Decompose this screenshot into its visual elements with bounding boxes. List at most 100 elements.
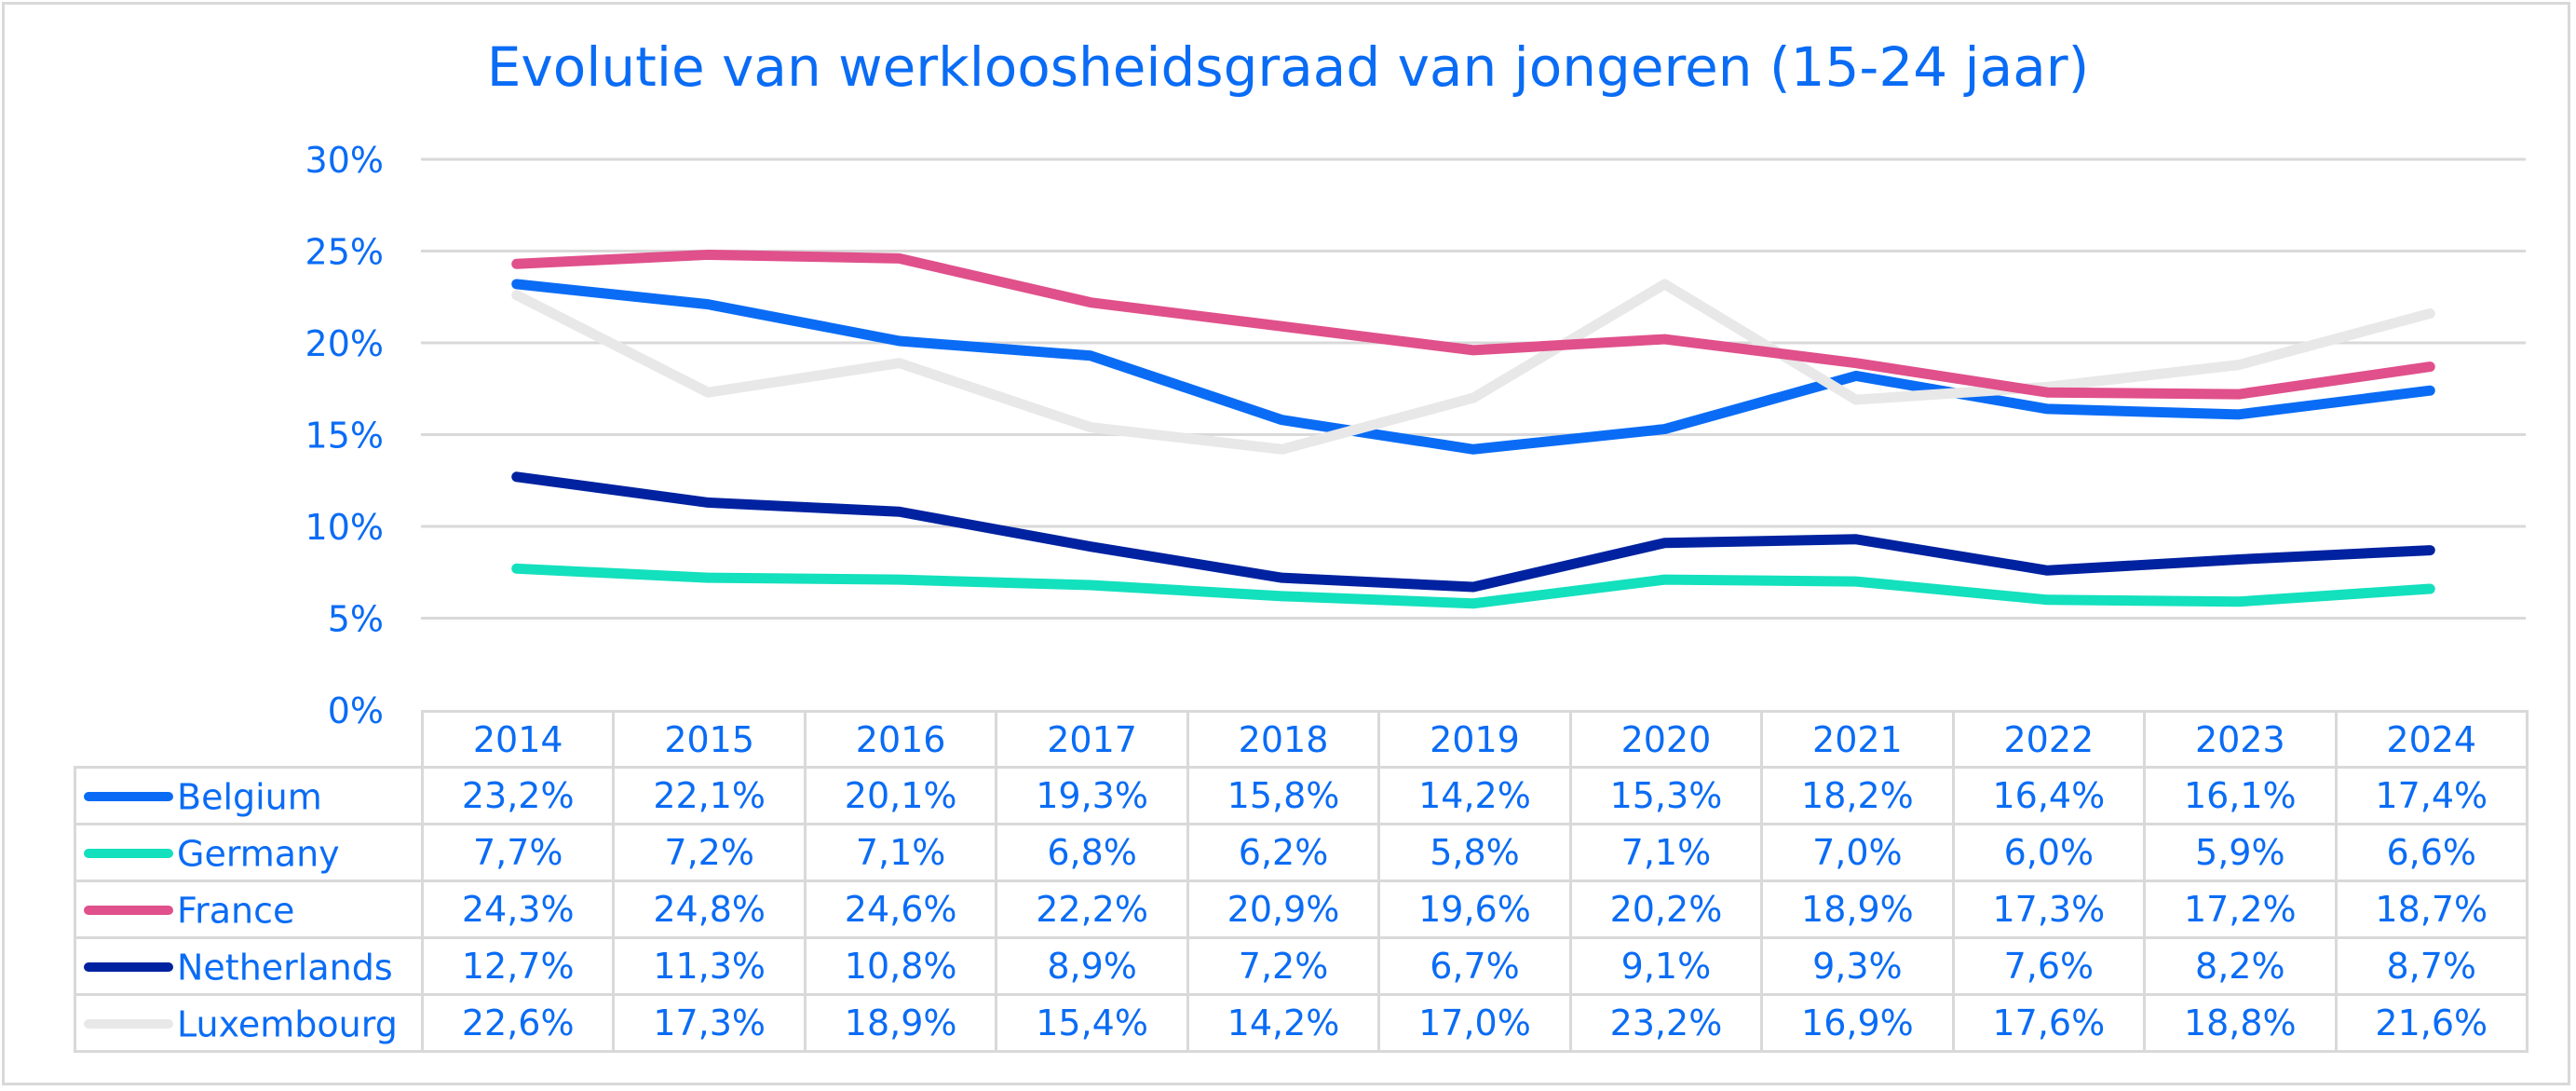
data-cell: 10,8%	[803, 936, 998, 996]
data-cell: 18,7%	[2334, 880, 2529, 939]
gridlines	[421, 157, 2526, 620]
legend-entry-netherlands: Netherlands	[74, 936, 424, 996]
data-cell: 8,7%	[2334, 936, 2529, 996]
data-cell: 24,8%	[612, 880, 807, 939]
legend-entry-luxembourg: Luxembourg	[74, 993, 424, 1053]
series-line-germany	[511, 563, 2435, 609]
legend-label: Luxembourg	[177, 1003, 398, 1045]
data-cell: 19,6%	[1377, 880, 1572, 939]
legend-label: France	[177, 890, 295, 932]
data-cell: 15,4%	[995, 993, 1189, 1053]
year-header: 2018	[1186, 710, 1381, 769]
data-cell: 17,4%	[2334, 766, 2529, 825]
data-cell: 24,3%	[420, 880, 616, 939]
data-cell: 18,8%	[2143, 993, 2338, 1053]
year-header: 2014	[420, 710, 616, 769]
data-cell: 21,6%	[2334, 993, 2529, 1053]
table-header-row: 2014 2015 2016 2017 2018 2019 2020 2021 2022 2023…	[75, 710, 2529, 769]
legend-label: Belgium	[177, 776, 322, 818]
legend-entry-france: France	[74, 880, 424, 939]
year-header: 2023	[2143, 710, 2338, 769]
data-cell: 7,1%	[1568, 823, 1764, 882]
data-table: 2014 2015 2016 2017 2018 2019 2020 2021 2022 2023…	[74, 710, 2529, 1053]
data-cell: 18,2%	[1760, 766, 1955, 825]
table-corner	[75, 711, 424, 769]
data-cell: 18,9%	[1760, 880, 1955, 939]
y-axis-ticks: 0%5%10%15%20%25%30%	[305, 140, 384, 731]
year-header: 2020	[1568, 710, 1764, 769]
y-tick-label: 30%	[305, 140, 384, 181]
data-cell: 7,6%	[1951, 936, 2147, 996]
data-cell: 9,1%	[1568, 936, 1764, 996]
data-cell: 16,9%	[1760, 993, 1955, 1053]
data-cell: 17,3%	[612, 993, 807, 1053]
data-cell: 23,2%	[420, 766, 616, 825]
y-tick-label: 5%	[328, 599, 384, 640]
data-cell: 16,4%	[1951, 766, 2147, 825]
y-tick-label: 10%	[305, 507, 384, 548]
data-cell: 17,6%	[1951, 993, 2147, 1053]
legend-entry-germany: Germany	[74, 823, 424, 882]
data-cell: 17,3%	[1951, 880, 2147, 939]
data-cell: 6,8%	[995, 823, 1189, 882]
data-cell: 20,9%	[1186, 880, 1381, 939]
series-line-luxembourg	[511, 279, 2435, 455]
table-row: Luxembourg 22,6% 17,3% 18,9% 15,4% 14,2% 17,0%…	[74, 993, 2529, 1053]
table-row: France 24,3% 24,8% 24,6% 22,2% 20,9% 19,6% 20,2…	[74, 880, 2529, 939]
data-cell: 6,7%	[1377, 936, 1572, 996]
data-cell: 5,8%	[1377, 823, 1572, 882]
data-cell: 5,9%	[2143, 823, 2338, 882]
year-header: 2017	[995, 710, 1189, 769]
legend-swatch	[84, 792, 173, 802]
data-cell: 22,1%	[612, 766, 807, 825]
data-cell: 15,3%	[1568, 766, 1764, 825]
legend-swatch	[84, 962, 173, 973]
data-cell: 7,1%	[803, 823, 998, 882]
data-cell: 24,6%	[803, 880, 998, 939]
data-cell: 11,3%	[612, 936, 807, 996]
year-header: 2019	[1377, 710, 1572, 769]
data-cell: 17,2%	[2143, 880, 2338, 939]
legend-swatch	[84, 1019, 173, 1030]
series-lines	[511, 249, 2435, 609]
legend-swatch	[84, 906, 173, 916]
data-cell: 15,8%	[1186, 766, 1381, 825]
data-cell: 16,1%	[2143, 766, 2338, 825]
legend-label: Netherlands	[177, 947, 393, 989]
data-cell: 8,9%	[995, 936, 1189, 996]
year-header: 2016	[803, 710, 998, 769]
year-header: 2021	[1760, 710, 1955, 769]
series-line-france	[511, 249, 2435, 400]
series-line-netherlands	[511, 471, 2435, 593]
table-row: Belgium 23,2% 22,1% 20,1% 19,3% 15,8% 14,2% 15,…	[74, 766, 2529, 825]
legend-label: Germany	[177, 833, 340, 875]
y-tick-label: 15%	[305, 416, 384, 457]
legend-swatch	[84, 849, 173, 859]
y-tick-label: 20%	[305, 323, 384, 364]
year-header: 2022	[1951, 710, 2147, 769]
year-header: 2015	[612, 710, 807, 769]
data-cell: 7,7%	[420, 823, 616, 882]
y-tick-label: 25%	[305, 232, 384, 273]
data-cell: 7,0%	[1760, 823, 1955, 882]
data-cell: 23,2%	[1568, 993, 1764, 1053]
data-cell: 22,6%	[420, 993, 616, 1053]
year-header: 2024	[2334, 710, 2529, 769]
data-cell: 7,2%	[612, 823, 807, 882]
series-line-belgium	[511, 279, 2435, 455]
data-cell: 19,3%	[995, 766, 1189, 825]
data-cell: 18,9%	[803, 993, 998, 1053]
data-cell: 12,7%	[420, 936, 616, 996]
data-cell: 14,2%	[1377, 766, 1572, 825]
data-cell: 7,2%	[1186, 936, 1381, 996]
data-cell: 20,2%	[1568, 880, 1764, 939]
table-row: Germany 7,7% 7,2% 7,1% 6,8% 6,2% 5,8% 7,1% 7,0% 6…	[74, 823, 2529, 882]
table-row: Netherlands 12,7% 11,3% 10,8% 8,9% 7,2% 6,7% 9,…	[74, 936, 2529, 996]
data-cell: 6,0%	[1951, 823, 2147, 882]
data-cell: 22,2%	[995, 880, 1189, 939]
data-cell: 20,1%	[803, 766, 998, 825]
data-cell: 14,2%	[1186, 993, 1381, 1053]
chart-title: Evolutie van werkloosheidsgraad van jong…	[486, 35, 2090, 99]
data-cell: 6,6%	[2334, 823, 2529, 882]
